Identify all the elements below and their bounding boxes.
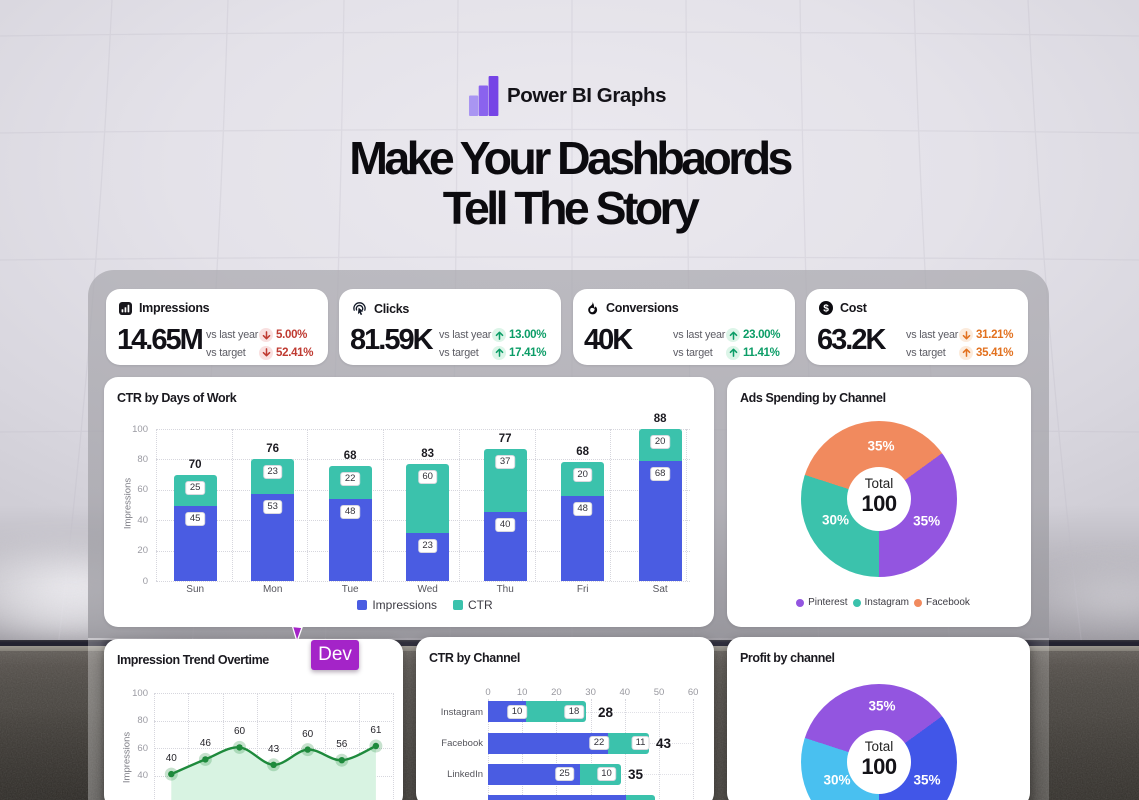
svg-text:$: $ [823, 304, 829, 315]
